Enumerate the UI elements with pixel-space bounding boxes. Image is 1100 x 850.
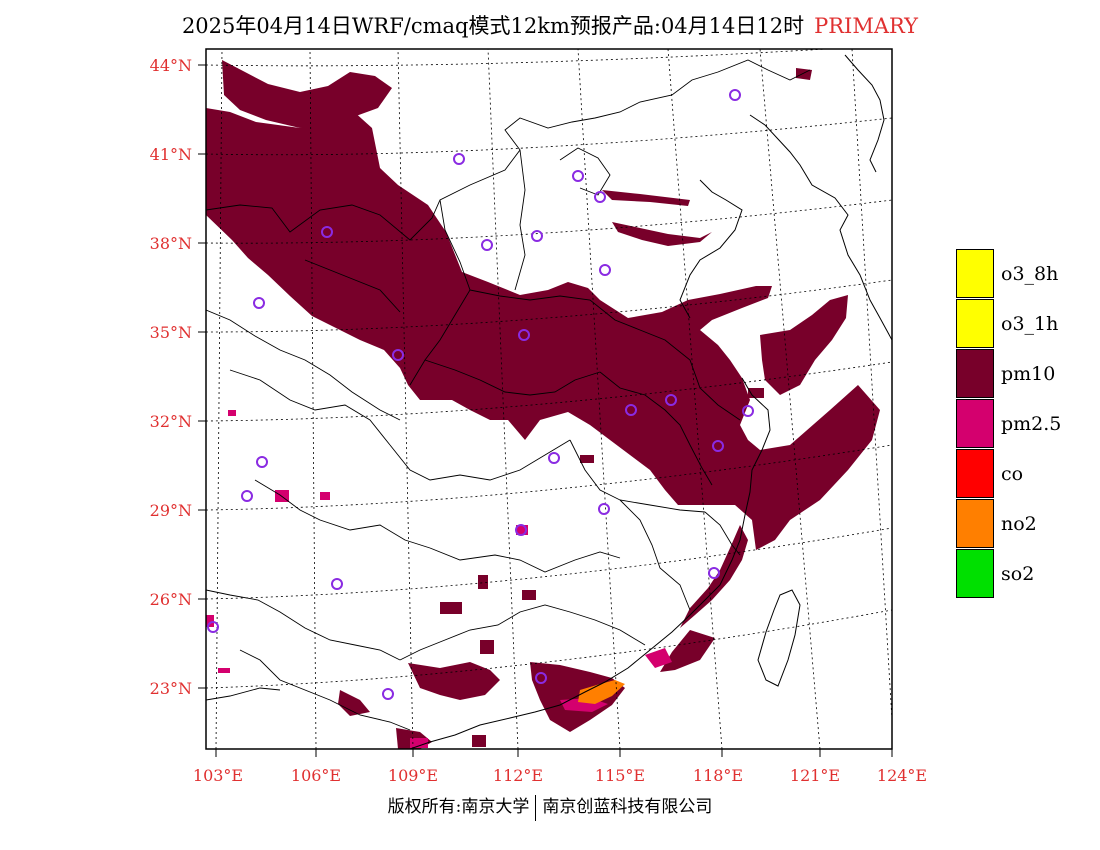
legend-label: co	[1001, 463, 1024, 485]
map-title: 2025年04月14日WRF/cmaq模式12km预报产品:04月14日12时 P…	[0, 10, 1100, 40]
no2-region	[578, 680, 625, 704]
copyright-footer: 版权所有:南京大学 南京创蓝科技有限公司	[0, 792, 1100, 821]
legend-swatch	[956, 449, 994, 498]
legend-swatch	[956, 299, 994, 348]
legend-label: pm2.5	[1001, 413, 1062, 435]
legend-swatch	[956, 249, 994, 298]
legend-label: no2	[1001, 513, 1037, 535]
legend: o3_8h o3_1h pm10 pm2.5 co no2 so2	[956, 249, 1086, 599]
lat-label: 44°N	[150, 56, 192, 75]
legend-item: pm10	[956, 349, 1086, 399]
lat-label: 38°N	[150, 234, 192, 253]
lon-label: 109°E	[388, 766, 438, 785]
copyright-company: 南京创蓝科技有限公司	[542, 797, 713, 817]
primary-tag: PRIMARY	[814, 14, 919, 38]
legend-swatch	[956, 399, 994, 448]
legend-swatch	[956, 499, 994, 548]
pm10-region	[206, 60, 880, 749]
legend-item: pm2.5	[956, 399, 1086, 449]
lon-label: 115°E	[595, 766, 645, 785]
legend-item: no2	[956, 499, 1086, 549]
legend-item: o3_1h	[956, 299, 1086, 349]
lon-axis: 103°E 106°E 109°E 112°E 115°E 118°E 121°…	[193, 749, 927, 785]
lat-label: 23°N	[150, 679, 192, 698]
legend-item: so2	[956, 549, 1086, 599]
lat-label: 32°N	[150, 412, 192, 431]
province-boundaries	[206, 59, 811, 731]
station-markers	[207, 89, 754, 700]
copyright-owner: 版权所有:南京大学	[387, 797, 530, 817]
lat-label: 35°N	[150, 323, 192, 342]
lon-label: 121°E	[790, 766, 840, 785]
legend-label: o3_8h	[1001, 263, 1059, 285]
legend-label: pm10	[1001, 363, 1056, 385]
lon-label: 103°E	[193, 766, 243, 785]
lat-label: 26°N	[150, 590, 192, 609]
legend-item: o3_8h	[956, 249, 1086, 299]
legend-label: o3_1h	[1001, 313, 1059, 335]
copyright-divider	[535, 794, 537, 821]
lon-label: 118°E	[693, 766, 743, 785]
legend-label: so2	[1001, 563, 1035, 585]
legend-item: co	[956, 449, 1086, 499]
map-layers	[206, 49, 892, 749]
lat-label: 29°N	[150, 501, 192, 520]
title-text: 2025年04月14日WRF/cmaq模式12km预报产品:04月14日12时	[181, 14, 805, 38]
graticule	[206, 49, 892, 749]
legend-swatch	[956, 349, 994, 398]
lon-label: 112°E	[493, 766, 543, 785]
map-frame	[205, 48, 893, 750]
coastline	[409, 54, 892, 749]
lat-label: 41°N	[150, 145, 192, 164]
legend-swatch	[956, 549, 994, 598]
lon-label: 106°E	[291, 766, 341, 785]
lon-label: 124°E	[877, 766, 927, 785]
lat-axis: 44°N 41°N 38°N 35°N 32°N 29°N 26°N 23°N	[150, 56, 206, 698]
